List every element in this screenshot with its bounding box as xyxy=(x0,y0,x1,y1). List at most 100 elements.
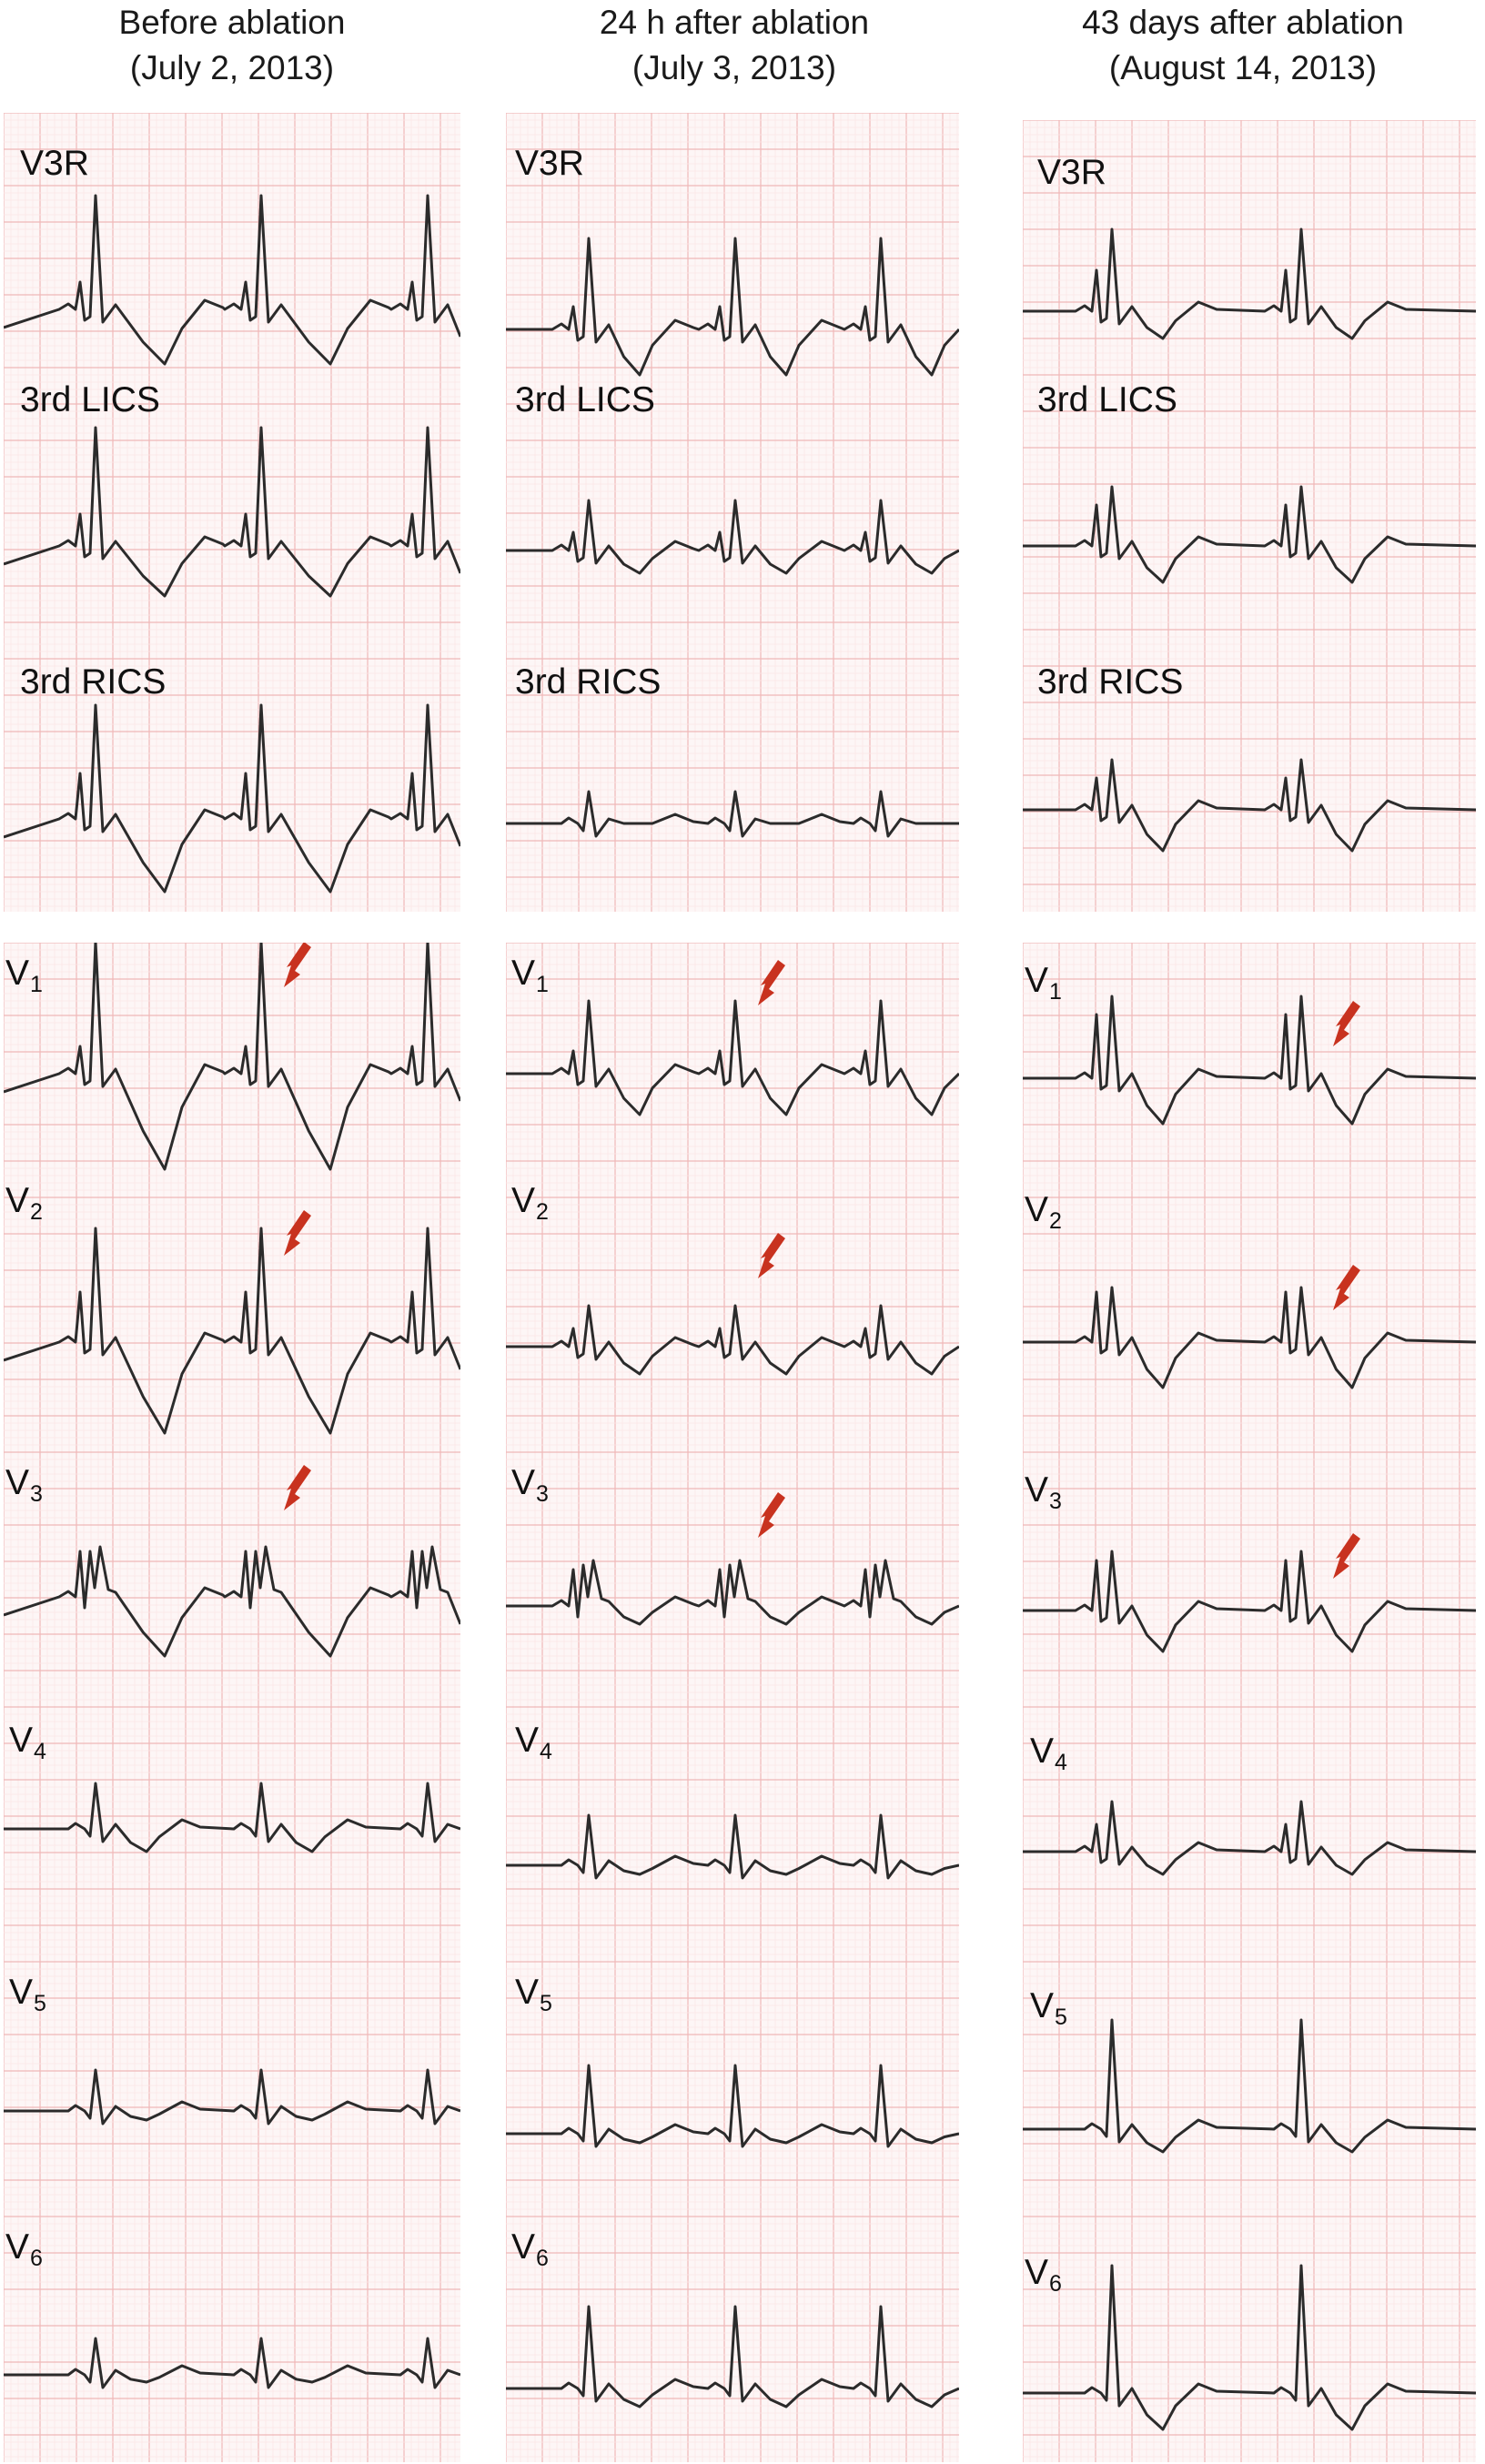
grid-background xyxy=(1023,120,1476,912)
lead-label-text: 3rd RICS xyxy=(515,662,662,702)
lead-label-text: V xyxy=(511,954,536,993)
ecg-trace xyxy=(506,1304,959,1376)
lead-label-subscript: 4 xyxy=(1055,1750,1067,1775)
lead-label: V3 xyxy=(1025,1472,1062,1513)
ecg-trace xyxy=(4,426,460,598)
lead-label-subscript: 1 xyxy=(536,972,549,997)
column-title-line1: Before ablation xyxy=(118,4,346,41)
lead-label-subscript: 3 xyxy=(1049,1489,1062,1514)
ecg-trace xyxy=(506,1813,959,1880)
arrow-marker xyxy=(284,943,311,987)
arrow-shape xyxy=(284,1210,311,1256)
lead-label-text: V xyxy=(1025,1190,1049,1229)
grid-background xyxy=(506,943,959,2462)
ecg-trace xyxy=(4,1545,460,1658)
arrow-marker xyxy=(1333,1533,1360,1579)
ecg-trace xyxy=(1023,1286,1476,1389)
lead-label-text: 3rd LICS xyxy=(515,380,655,419)
arrow-shape xyxy=(284,1465,311,1510)
lead-label-text: V xyxy=(5,1181,30,1220)
lead-label: V4 xyxy=(515,1722,552,1763)
arrow-marker xyxy=(284,1465,311,1510)
lead-label: V5 xyxy=(9,1974,46,2015)
lead-label: V1 xyxy=(511,955,549,996)
ecg-trace xyxy=(4,943,460,1171)
column-title-line2: (August 14, 2013) xyxy=(1108,49,1378,86)
arrow-shape xyxy=(284,943,311,987)
ecg-panel-43days-upper xyxy=(1023,120,1476,912)
ecg-trace xyxy=(1023,758,1476,853)
ecg-trace xyxy=(1023,2018,1476,2154)
column-title-24h: 24 h after ablation (July 3, 2013) xyxy=(502,0,966,91)
arrow-shape xyxy=(758,960,785,1005)
lead-label-text: V3R xyxy=(20,144,89,183)
lead-label: V4 xyxy=(1030,1733,1067,1774)
lead-label-subscript: 2 xyxy=(536,1199,549,1225)
lead-label-subscript: 1 xyxy=(30,972,43,997)
lead-label-text: V xyxy=(511,1463,536,1502)
lead-label: V6 xyxy=(1025,2255,1062,2296)
lead-label-text: V xyxy=(5,1463,30,1502)
lead-label-subscript: 1 xyxy=(1049,979,1062,1005)
ecg-panel-before-upper xyxy=(4,113,460,912)
column-title-line1: 24 h after ablation xyxy=(599,4,870,41)
lead-label: V3 xyxy=(511,1465,549,1506)
ecg-trace xyxy=(1023,995,1476,1126)
arrow-marker xyxy=(1333,1001,1360,1046)
lead-label: V5 xyxy=(515,1974,552,2015)
lead-label: V6 xyxy=(511,2229,549,2270)
lead-label-text: V xyxy=(1025,961,1049,1000)
ecg-panel-24h-lower xyxy=(506,943,959,2462)
ecg-trace xyxy=(1023,2264,1476,2431)
ecg-trace xyxy=(506,499,959,575)
ecg-panel-before-lower xyxy=(4,943,460,2462)
column-title-line1: 43 days after ablation xyxy=(1082,4,1404,41)
grid-background xyxy=(4,943,460,2462)
lead-label-text: 3rd RICS xyxy=(1037,662,1184,702)
ecg-trace xyxy=(1023,1800,1476,1876)
ecg-grid xyxy=(1023,943,1476,2462)
arrow-marker xyxy=(758,960,785,1005)
lead-label: V2 xyxy=(511,1183,549,1224)
lead-label: V3R xyxy=(515,146,584,181)
lead-label-text: V xyxy=(515,1973,540,2012)
column-title-line2: (July 3, 2013) xyxy=(631,49,837,86)
lead-label-text: V xyxy=(1030,1732,1055,1771)
arrow-marker xyxy=(284,1210,311,1256)
column-title-43days: 43 days after ablation (August 14, 2013) xyxy=(1001,0,1485,91)
lead-label-text: V xyxy=(9,1973,34,2012)
lead-label: V3 xyxy=(5,1465,43,1506)
ecg-trace xyxy=(1023,485,1476,584)
lead-label-text: V xyxy=(511,1181,536,1220)
lead-label-subscript: 2 xyxy=(1049,1208,1062,1234)
lead-label-text: V3R xyxy=(1037,153,1106,192)
lead-label: V2 xyxy=(1025,1192,1062,1233)
lead-label-subscript: 2 xyxy=(30,1199,43,1225)
lead-label-subscript: 6 xyxy=(1049,2271,1062,2297)
lead-label-text: V xyxy=(1030,1986,1055,2025)
lead-label: V1 xyxy=(5,955,43,996)
lead-label-subscript: 5 xyxy=(34,1991,46,2016)
lead-label: 3rd RICS xyxy=(515,664,661,700)
ecg-trace xyxy=(4,194,460,366)
lead-label-text: V xyxy=(515,1721,540,1760)
arrow-shape xyxy=(1333,1265,1360,1310)
ecg-trace xyxy=(1023,1550,1476,1653)
lead-label-text: V3R xyxy=(515,144,584,183)
ecg-trace xyxy=(506,237,959,377)
column-title-line2: (July 2, 2013) xyxy=(129,49,335,86)
lead-label-subscript: 5 xyxy=(540,1991,552,2016)
grid-background xyxy=(4,113,460,912)
lead-label-text: 3rd LICS xyxy=(1037,380,1177,419)
lead-label-text: V xyxy=(1025,1470,1049,1510)
lead-label: 3rd LICS xyxy=(515,382,655,418)
lead-label-subscript: 6 xyxy=(30,2246,43,2271)
lead-label: V3R xyxy=(1037,155,1106,190)
ecg-trace xyxy=(506,2305,959,2408)
lead-label: 3rd RICS xyxy=(1037,664,1183,700)
lead-label-subscript: 5 xyxy=(1055,2005,1067,2030)
lead-label-text: 3rd RICS xyxy=(20,662,167,702)
arrow-shape xyxy=(758,1492,785,1538)
lead-label-text: V xyxy=(1025,2253,1049,2292)
arrow-marker xyxy=(1333,1265,1360,1310)
